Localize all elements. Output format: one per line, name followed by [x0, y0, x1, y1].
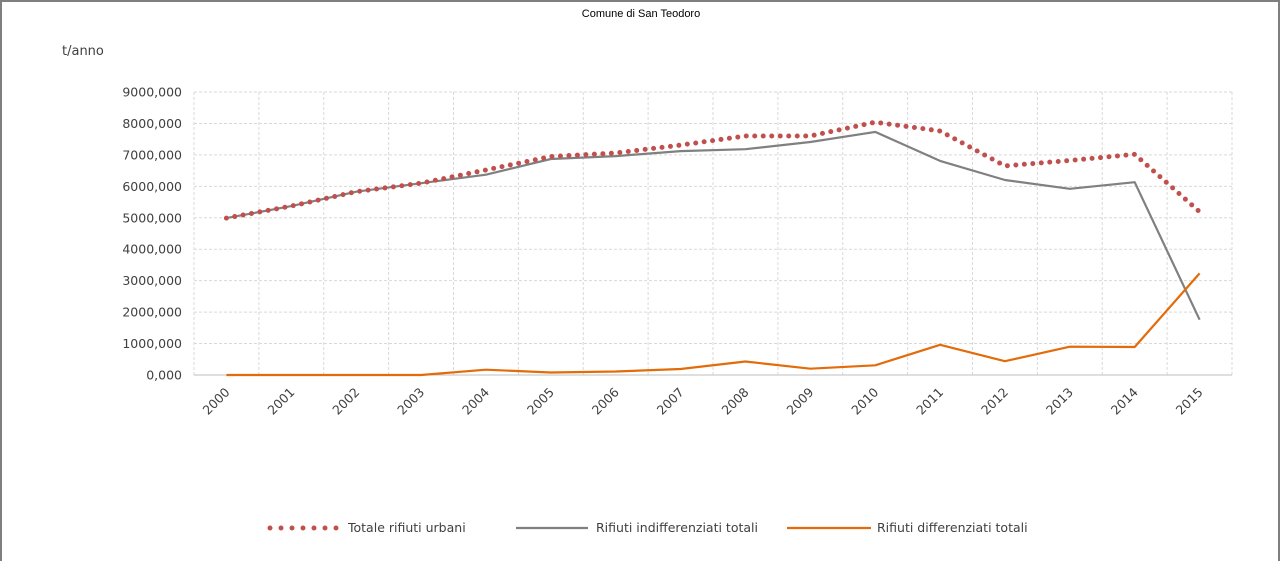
legend-swatch-total	[267, 525, 341, 530]
y-axis-tick-labels: 0,000 1000,000 2000,000 3000,000 4000,000 500…	[122, 85, 182, 383]
legend-swatch-differentiated	[787, 526, 871, 529]
x-tick-label: 2011	[913, 385, 946, 418]
legend-item-total: Totale rifiuti urbani	[266, 520, 466, 535]
x-tick-label: 2012	[978, 385, 1011, 418]
legend-label-differentiated: Rifiuti differenziati totali	[877, 520, 1028, 535]
x-tick-label: 2002	[329, 385, 362, 418]
grid-lines	[193, 91, 1233, 376]
data-point-0	[615, 152, 617, 154]
y-tick-label: 1000,000	[122, 336, 182, 351]
x-tick-label: 2015	[1173, 385, 1206, 418]
x-axis-tick-labels: 2000 2001 2002 2003 2004 2005 2006 2007 2008 2009…	[199, 384, 1205, 417]
x-tick-label: 2006	[589, 384, 622, 417]
x-tick-label: 2004	[459, 384, 492, 417]
legend-swatch-undifferentiated	[516, 526, 588, 529]
x-tick-label: 2003	[394, 385, 427, 418]
y-tick-label: 2000,000	[122, 305, 182, 320]
y-tick-label: 3000,000	[122, 273, 182, 288]
y-tick-label: 6000,000	[122, 179, 182, 194]
y-axis-unit-label: t/anno	[62, 44, 104, 59]
legend-item-differentiated: Rifiuti differenziati totali	[775, 520, 1028, 535]
x-tick-label: 2005	[524, 385, 557, 418]
x-tick-label: 2014	[1108, 384, 1141, 417]
series-line-0	[223, 119, 1203, 221]
series-lines	[223, 119, 1203, 377]
x-tick-label: 2013	[1043, 385, 1076, 418]
x-tick-label: 2000	[199, 384, 232, 417]
x-tick-label: 2008	[718, 384, 751, 417]
series-line-2	[226, 272, 1201, 377]
x-tick-label: 2009	[783, 384, 816, 417]
chart-title: Comune di San Teodoro	[581, 8, 701, 20]
y-tick-label: 4000,000	[122, 242, 182, 257]
x-tick-label: 2001	[264, 385, 297, 418]
legend-label-total: Totale rifiuti urbani	[348, 520, 466, 535]
y-tick-label: 7000,000	[122, 147, 182, 162]
legend-item-undifferentiated: Rifiuti indifferenziati totali	[514, 520, 758, 535]
y-tick-label: 5000,000	[122, 210, 182, 225]
data-point-0	[809, 135, 811, 137]
legend: Totale rifiuti urbani Rifiuti indifferen…	[0, 520, 1282, 540]
x-tick-label: 2010	[848, 384, 881, 417]
y-tick-label: 0,000	[146, 368, 182, 383]
line-chart: 0,000 1000,000 2000,000 3000,000 4000,000 500…	[122, 85, 1233, 418]
x-tick-label: 2007	[654, 385, 687, 418]
legend-label-undifferentiated: Rifiuti indifferenziati totali	[596, 520, 758, 535]
y-tick-label: 9000,000	[122, 85, 182, 100]
y-tick-label: 8000,000	[122, 116, 182, 131]
series-line-1	[226, 130, 1201, 321]
